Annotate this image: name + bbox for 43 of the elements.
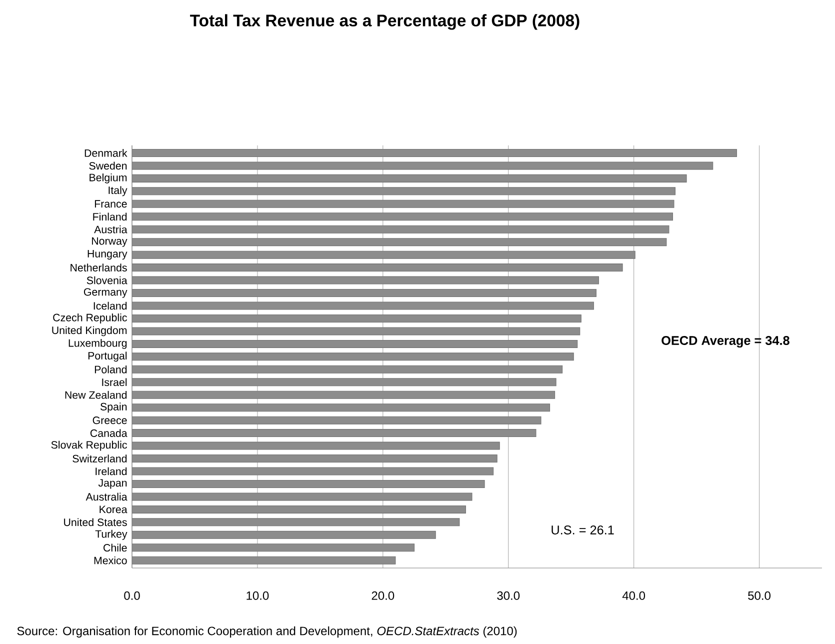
y-tick-label: Finland [93,212,127,221]
y-tick-label: Denmark [84,149,128,157]
x-tick-label: 30.0 [497,591,520,600]
x-tick-label: 40.0 [622,591,646,600]
y-tick-label: Italy [108,186,128,196]
y-tick-label: Slovak Republic [51,440,127,451]
y-tick-label: United States [64,518,127,526]
y-tick-label: Germany [84,288,128,298]
x-tick-label: 10.0 [246,591,269,600]
y-tick-label: France [94,200,127,208]
annotation: OECD Average = 34.8 [662,336,790,348]
y-tick-label: Japan [98,479,127,489]
x-tick-label: 20.0 [372,591,394,600]
y-tick-label: Canada [90,429,128,437]
y-tick-label: Switzerland [72,454,127,462]
y-tick-label: Portugal [88,352,127,362]
y-tick-label: Slovenia [86,276,128,284]
y-tick-label: Netherlands [70,264,127,272]
y-tick-label: Luxembourg [68,338,127,349]
y-tick-label: Chile [104,544,127,552]
y-tick-label: Spain [100,402,127,413]
y-tick-label: Sweden [89,162,127,170]
chart-title: Total Tax Revenue as a Percentage of GDP (2008) [190,14,580,30]
y-tick-label: Australia [86,492,128,501]
y-tick-label: Iceland [94,302,127,310]
y-tick-label: New Zealand [65,390,127,399]
y-tick-label: Austria [94,225,128,234]
y-tick-label: Norway [92,237,128,247]
x-tick-label: 0.0 [124,591,140,600]
y-tick-label: Turkey [95,530,128,540]
y-tick-label: Czech Republic [53,314,127,324]
annotation: U.S. = 26.1 [552,525,614,534]
y-tick-label: Ireland [96,467,127,476]
y-tick-label: Greece [92,416,127,424]
y-tick-label: Hungary [88,250,128,260]
y-tick-label: Belgium [90,173,127,184]
y-tick-label: United Kingdom [52,326,127,336]
x-tick-label: 50.0 [748,591,770,600]
y-tick-label: Poland [94,365,127,374]
y-tick-label: Mexico [94,556,127,564]
source-note: Source: Organisation for Economic Cooperation and Development, OECD.StatExtracts (2010) [17,626,517,638]
y-tick-label: Israel [102,378,127,386]
y-tick-label: Korea [100,506,128,514]
